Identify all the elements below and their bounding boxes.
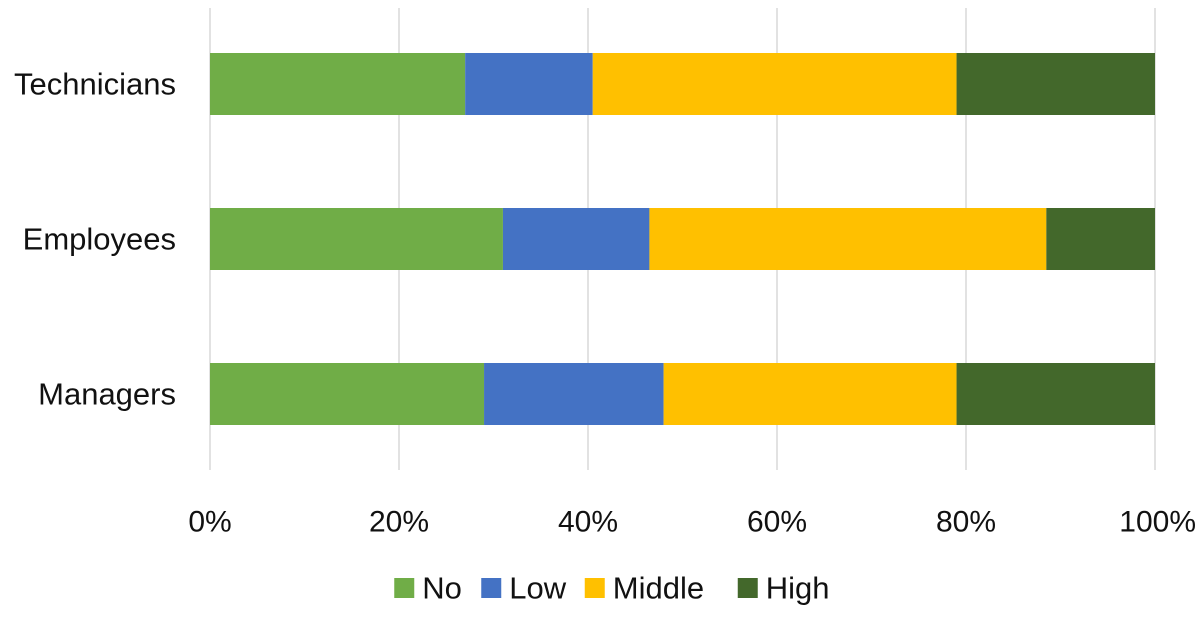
legend-swatch-low bbox=[481, 578, 502, 598]
bar-employees-no bbox=[210, 208, 503, 270]
legend-swatch-no bbox=[394, 578, 415, 598]
legend-item-low: Low bbox=[481, 571, 567, 606]
legend-item-no: No bbox=[394, 571, 462, 606]
category-label-managers: Managers bbox=[38, 377, 176, 412]
category-label-technicians: Technicians bbox=[14, 67, 176, 102]
legend-label-low: Low bbox=[509, 571, 566, 606]
bar-employees-low bbox=[502, 208, 650, 270]
bar-technicians-middle bbox=[592, 53, 957, 115]
category-label-employees: Employees bbox=[23, 222, 176, 257]
x-tick-label-0: 0% bbox=[188, 506, 231, 539]
x-tick-label-20: 20% bbox=[369, 506, 429, 539]
legend-label-high: High bbox=[766, 571, 830, 606]
bar-technicians-no bbox=[210, 53, 466, 115]
x-tick-label-100: 100% bbox=[1119, 506, 1196, 539]
bar-managers-no bbox=[210, 363, 485, 425]
bar-technicians-low bbox=[465, 53, 593, 115]
bar-managers-low bbox=[484, 363, 664, 425]
x-tick-label-60: 60% bbox=[747, 506, 807, 539]
x-axis-tick-labels: 0% 20% 40% 60% 80% 100% bbox=[188, 506, 1196, 539]
legend-label-no: No bbox=[422, 571, 462, 606]
legend-label-middle: Middle bbox=[613, 571, 704, 606]
x-tick-label-80: 80% bbox=[936, 506, 996, 539]
bar-employees-middle bbox=[649, 208, 1047, 270]
legend: No Low Middle High bbox=[394, 571, 830, 606]
category-labels: Technicians Employees Managers bbox=[14, 67, 176, 412]
bar-employees-high bbox=[1046, 208, 1155, 270]
bars bbox=[210, 53, 1155, 425]
legend-item-middle: Middle bbox=[584, 571, 704, 606]
legend-swatch-high bbox=[737, 578, 758, 598]
bar-managers-high bbox=[956, 363, 1155, 425]
bar-managers-middle bbox=[663, 363, 957, 425]
legend-item-high: High bbox=[737, 571, 830, 606]
x-tick-label-40: 40% bbox=[558, 506, 618, 539]
legend-swatch-middle bbox=[584, 578, 605, 598]
bar-technicians-high bbox=[956, 53, 1155, 115]
